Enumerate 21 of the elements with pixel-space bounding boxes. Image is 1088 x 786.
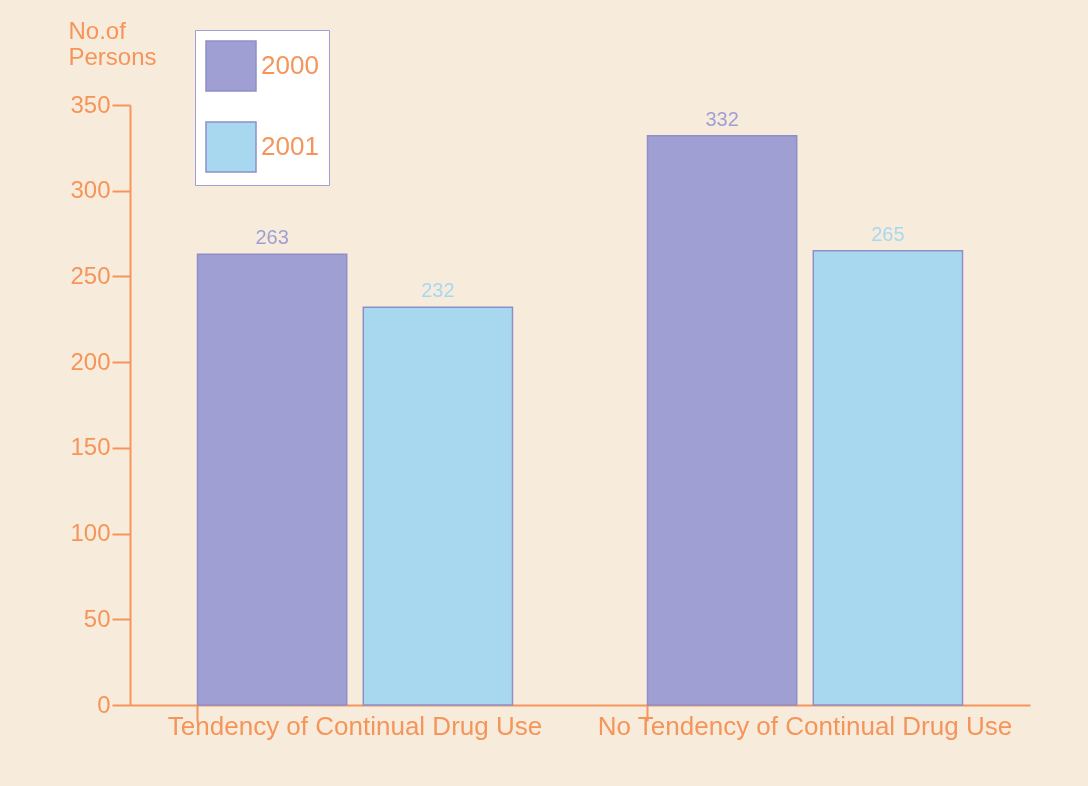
legend-label: 2000 bbox=[261, 50, 319, 80]
data-label: 265 bbox=[871, 222, 905, 245]
data-label: 232 bbox=[421, 279, 455, 302]
bar bbox=[646, 135, 798, 706]
y-tick-label: 200 bbox=[70, 347, 111, 375]
y-tick-label: 250 bbox=[70, 261, 111, 289]
bar bbox=[362, 306, 514, 706]
y-tick-label: 350 bbox=[70, 90, 111, 118]
y-tick-label: 50 bbox=[83, 604, 111, 632]
data-label: 332 bbox=[705, 107, 739, 130]
bar bbox=[196, 253, 348, 706]
y-axis-title: No.of Persons bbox=[68, 16, 157, 70]
y-tick-label: 150 bbox=[70, 433, 111, 461]
y-tick-label: 100 bbox=[70, 519, 111, 547]
y-tick-label: 300 bbox=[70, 176, 111, 204]
legend-label: 2001 bbox=[261, 131, 319, 161]
x-tick-label: Tendency of Continual Drug Use bbox=[167, 710, 543, 741]
data-label: 263 bbox=[255, 226, 289, 249]
y-tick-label: 0 bbox=[97, 690, 111, 718]
bar bbox=[812, 249, 964, 706]
x-tick-label: No Tendency of Continual Drug Use bbox=[597, 710, 1013, 741]
